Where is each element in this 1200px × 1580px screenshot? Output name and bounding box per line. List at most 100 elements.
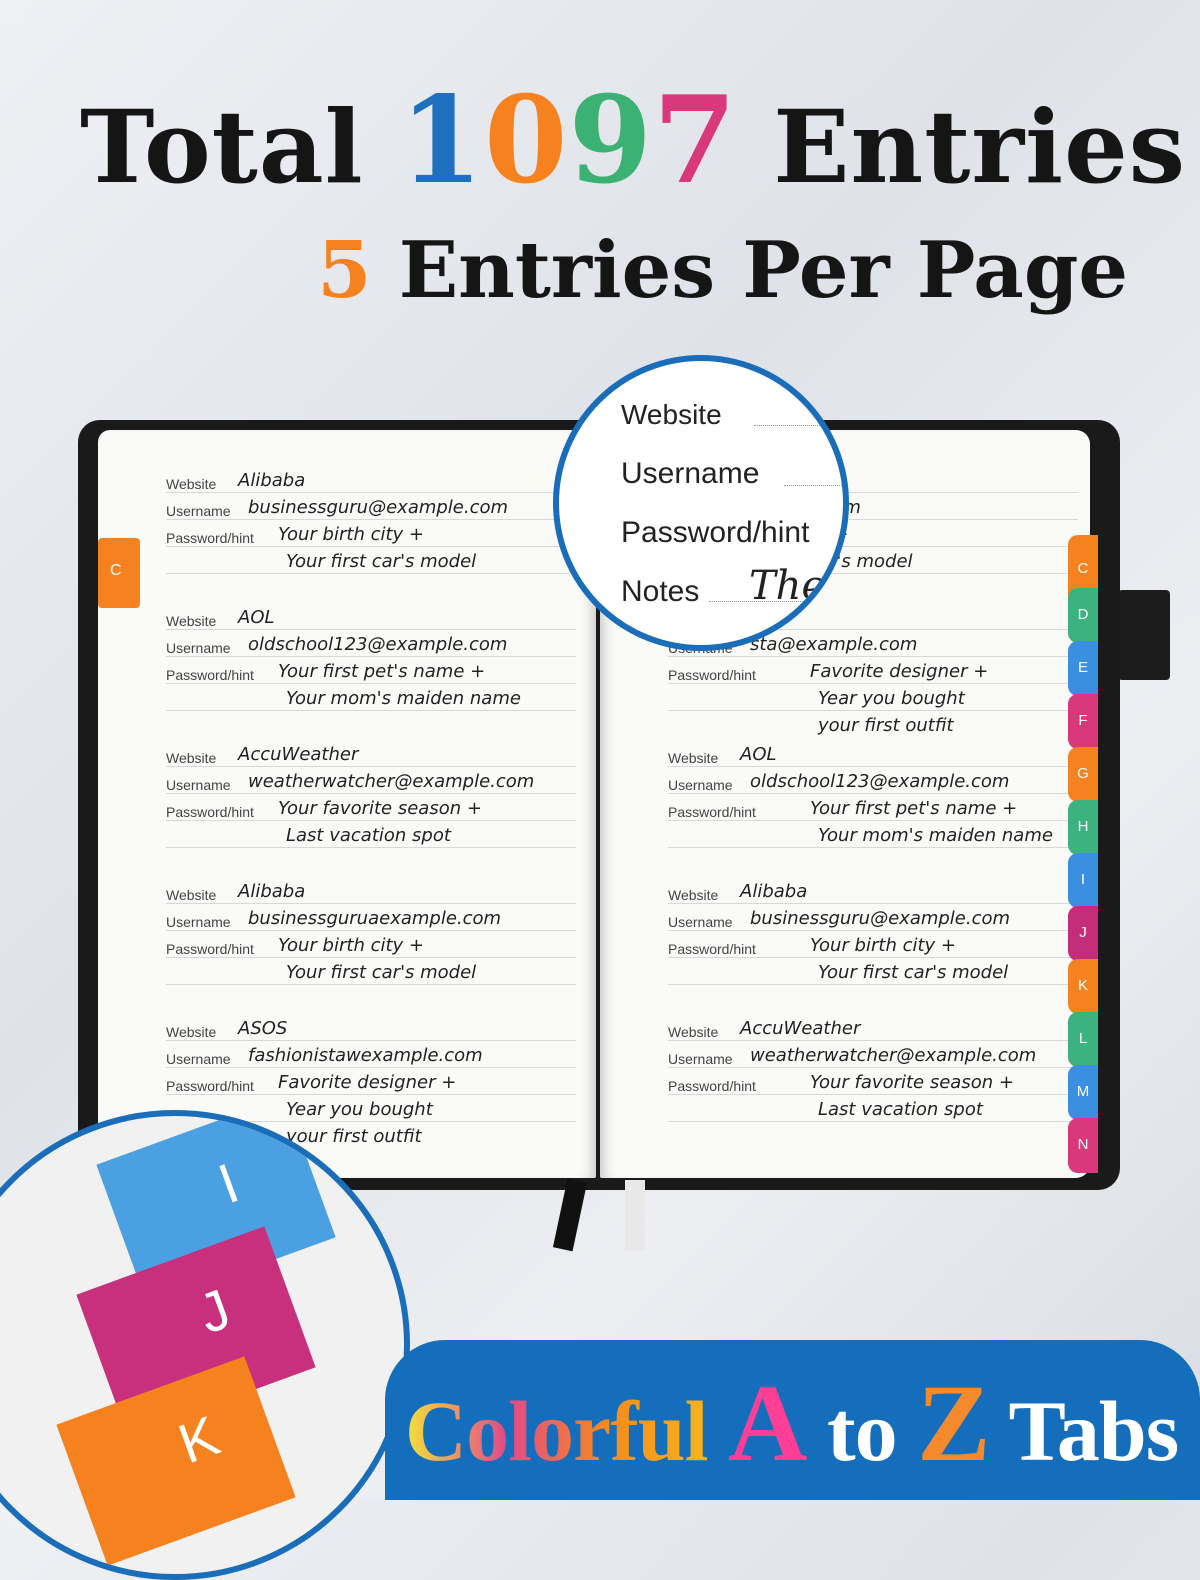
ruled-line bbox=[668, 984, 1078, 985]
value-website: AOL bbox=[740, 744, 777, 765]
value-password: Year you bought bbox=[286, 1099, 433, 1120]
index-tab-G[interactable]: G bbox=[1068, 747, 1098, 802]
ruled-line bbox=[166, 766, 576, 767]
entry-count: 1097 bbox=[399, 70, 737, 211]
ruled-line bbox=[668, 957, 1078, 958]
ruled-line bbox=[668, 629, 1078, 630]
label-username: Username bbox=[668, 914, 733, 930]
ruled-line bbox=[668, 519, 1078, 520]
label-website: Website bbox=[166, 887, 217, 903]
value-username: businessguru@example.com bbox=[248, 497, 509, 518]
index-tab-D[interactable]: D bbox=[1068, 588, 1098, 643]
ruled-line bbox=[166, 793, 576, 794]
ruled-line bbox=[166, 683, 576, 684]
label-password: Password/hint bbox=[166, 530, 254, 546]
dotted-line bbox=[709, 601, 843, 602]
bookmark-ribbon-white bbox=[625, 1180, 645, 1250]
ruled-line bbox=[668, 656, 1078, 657]
label-password: Password/hint bbox=[166, 667, 254, 683]
label-username: Username bbox=[166, 777, 231, 793]
entry-count-digit: 1 bbox=[399, 70, 484, 211]
value-password: Your birth city + bbox=[278, 524, 424, 545]
index-tab-N[interactable]: N bbox=[1068, 1118, 1098, 1173]
value-website: AOL bbox=[238, 607, 275, 628]
label-password: Password/hint bbox=[166, 941, 254, 957]
value-password: Your birth city + bbox=[810, 935, 956, 956]
banner-text: Colorful A to Z Tabs bbox=[405, 1360, 1179, 1487]
value-password: Year you bought bbox=[818, 688, 965, 709]
value-website: Alibaba bbox=[238, 881, 306, 902]
index-tab-I[interactable]: I bbox=[1068, 853, 1098, 908]
index-tab-F[interactable]: F bbox=[1068, 694, 1098, 749]
value-username: sta@example.com bbox=[750, 634, 918, 655]
banner-to: to bbox=[827, 1383, 898, 1479]
mag-label-username: Username bbox=[621, 457, 760, 490]
entry-count-digit: 9 bbox=[568, 70, 653, 211]
banner-tabs: Tabs bbox=[1008, 1383, 1179, 1479]
left-page: Website Alibaba Username businessguru@examp… bbox=[98, 430, 596, 1178]
label-website: Website bbox=[668, 1024, 719, 1040]
ruled-line bbox=[668, 1094, 1078, 1095]
label-username: Username bbox=[166, 1051, 231, 1067]
ruled-line bbox=[166, 1067, 576, 1068]
value-password: Your mom's maiden name bbox=[286, 688, 521, 709]
closeup-tab-K: K bbox=[56, 1356, 296, 1566]
value-website: AccuWeather bbox=[740, 1018, 861, 1039]
banner-a: A bbox=[728, 1362, 807, 1484]
label-website: Website bbox=[668, 750, 719, 766]
mag-label-password: Password/hint bbox=[621, 516, 810, 549]
ruled-line bbox=[668, 573, 1078, 574]
label-website: Website bbox=[668, 887, 719, 903]
label-password: Password/hint bbox=[668, 941, 756, 957]
ruled-line bbox=[166, 984, 576, 985]
index-tab-L[interactable]: L bbox=[1068, 1012, 1098, 1067]
banner bbox=[385, 1340, 1200, 1500]
subheadline: 5 Entries Per Page bbox=[317, 225, 1128, 316]
label-username: Username bbox=[166, 640, 231, 656]
left-index-tab[interactable]: C bbox=[98, 538, 140, 608]
ruled-line bbox=[166, 629, 576, 630]
index-tab-E[interactable]: E bbox=[1068, 641, 1098, 696]
value-password: your first outfit bbox=[286, 1126, 422, 1147]
banner-colorful: Colorful bbox=[405, 1383, 709, 1479]
value-password: Your first pet's name + bbox=[278, 661, 486, 682]
value-password: ar's model bbox=[818, 551, 913, 572]
index-tab-K[interactable]: K bbox=[1068, 959, 1098, 1014]
label-website: Website bbox=[166, 750, 217, 766]
entry-count-digit: 7 bbox=[652, 70, 738, 211]
headline-suffix: Entries bbox=[773, 88, 1186, 206]
value-password: Favorite designer + bbox=[810, 661, 989, 682]
value-password: Your favorite season + bbox=[278, 798, 482, 819]
dotted-line bbox=[784, 485, 843, 486]
ruled-line bbox=[668, 1067, 1078, 1068]
index-tab-M[interactable]: M bbox=[1068, 1065, 1098, 1120]
ruled-line bbox=[668, 683, 1078, 684]
ruled-line bbox=[166, 1094, 576, 1095]
ruled-line bbox=[668, 710, 1078, 711]
label-password: Password/hint bbox=[668, 1078, 756, 1094]
value-username: oldschool123@example.com bbox=[248, 634, 508, 655]
magnifier-inset: Website Username Password/hint Notes The bbox=[553, 355, 849, 651]
index-tab-H[interactable]: H bbox=[1068, 800, 1098, 855]
elastic-strap bbox=[1118, 590, 1170, 680]
label-username: Username bbox=[668, 777, 733, 793]
label-password: Password/hint bbox=[166, 1078, 254, 1094]
label-website: Website bbox=[166, 1024, 217, 1040]
ruled-line bbox=[668, 820, 1078, 821]
label-password: Password/hint bbox=[166, 804, 254, 820]
dotted-line bbox=[754, 425, 843, 426]
value-password: Your favorite season + bbox=[810, 1072, 1014, 1093]
ruled-line bbox=[668, 492, 1078, 493]
ruled-line bbox=[668, 793, 1078, 794]
ruled-line bbox=[668, 903, 1078, 904]
ruled-line bbox=[668, 847, 1078, 848]
ruled-line bbox=[166, 847, 576, 848]
ruled-line bbox=[166, 492, 576, 493]
subheadline-text: Entries Per Page bbox=[398, 225, 1128, 316]
index-tab-J[interactable]: J bbox=[1068, 906, 1098, 961]
value-website: Alibaba bbox=[740, 881, 808, 902]
ruled-line bbox=[668, 930, 1078, 931]
ruled-line bbox=[166, 573, 576, 574]
headline-prefix: Total bbox=[80, 88, 364, 206]
value-website: ASOS bbox=[238, 1018, 288, 1039]
